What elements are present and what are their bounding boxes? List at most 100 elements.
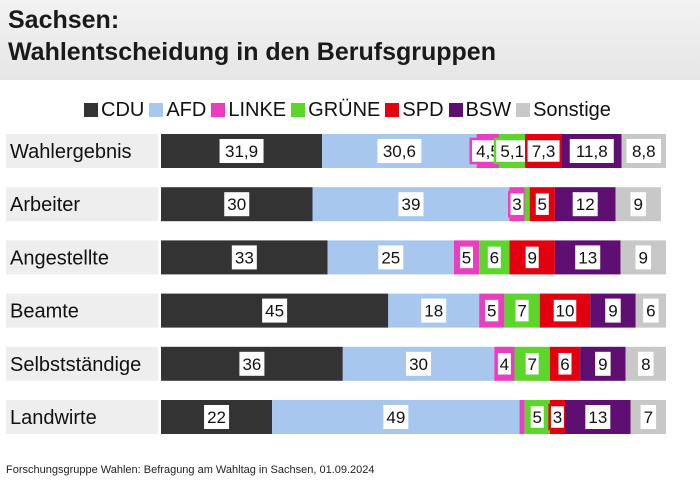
value-label: 12 <box>576 195 595 214</box>
value-label: 5,1 <box>500 142 524 161</box>
value-label-box <box>495 350 514 378</box>
row-label: Beamte <box>10 301 79 323</box>
row-label-bg <box>6 293 158 328</box>
value-label-box <box>513 297 532 324</box>
value-label-box <box>569 139 614 163</box>
legend-swatch <box>516 103 531 117</box>
value-label-box <box>630 192 646 217</box>
value-label-box <box>640 405 657 429</box>
value-label: 22 <box>207 408 226 427</box>
value-label: 3 <box>512 195 521 214</box>
value-label: 30,6 <box>383 142 416 161</box>
value-label: 9 <box>633 195 642 214</box>
row-label: Arbeiter <box>10 194 80 216</box>
row-label: Angestellte <box>10 247 109 269</box>
source-note: Forschungsgruppe Wahlen: Befragung am Wa… <box>6 464 375 476</box>
value-label-box <box>485 244 504 271</box>
row-label-bg <box>6 346 158 381</box>
value-label-box <box>383 405 409 429</box>
value-label: 3 <box>553 408 562 427</box>
value-label-box <box>556 350 574 378</box>
value-label-box <box>239 351 265 376</box>
value-label-box <box>643 298 659 323</box>
value-label: 7 <box>527 355 536 374</box>
legend-item-grüne: GRÜNE <box>291 99 380 122</box>
value-label-box <box>398 192 424 217</box>
row-label-bg <box>6 240 158 275</box>
value-label: 9 <box>608 302 617 321</box>
value-label: 9 <box>639 248 648 267</box>
legend-label: AFD <box>166 98 207 121</box>
legend-label: GRÜNE <box>308 98 381 121</box>
legend-item-linke: LINKE <box>211 99 286 122</box>
value-label: 8,8 <box>632 142 656 161</box>
value-label: 5 <box>538 195 547 214</box>
row-label-bg <box>6 187 158 222</box>
value-label: 31,9 <box>225 142 258 161</box>
value-label: 13 <box>578 248 597 267</box>
legend-swatch <box>448 103 463 117</box>
value-label: 6 <box>560 355 569 374</box>
value-label-box <box>525 137 563 165</box>
legend-item-afd: AFD <box>149 99 206 122</box>
value-label: 9 <box>598 355 607 374</box>
legend-label: BSW <box>465 98 512 121</box>
legend-swatch <box>149 103 164 117</box>
legend-item-bsw: BSW <box>448 98 512 122</box>
row-label-bg <box>6 400 158 434</box>
value-label-box <box>378 245 404 270</box>
value-label-box <box>635 245 652 270</box>
row-label: Landwirte <box>10 407 97 429</box>
row-label: Wahlergebnis <box>10 141 132 163</box>
bar-segment-linke <box>519 400 525 434</box>
legend-item-sonstige: Sonstige <box>516 99 611 122</box>
value-label-box <box>523 244 542 271</box>
value-label-box <box>224 192 250 217</box>
value-label: 5 <box>462 248 471 267</box>
value-label: 7,3 <box>532 142 556 161</box>
value-label-box <box>605 298 621 323</box>
value-label: 7 <box>644 408 653 427</box>
legend-label: LINKE <box>228 98 287 121</box>
legend-item-spd: SPD <box>385 98 444 122</box>
value-label-box <box>219 139 264 163</box>
legend-label: Sonstige <box>533 98 611 121</box>
legend-swatch <box>211 103 226 117</box>
value-label: 30 <box>227 195 246 214</box>
value-label-box <box>626 139 662 163</box>
title-line-2: Wahlentscheidung in den Berufsgruppen <box>8 38 496 66</box>
value-label-box <box>528 403 547 431</box>
value-label: 13 <box>588 408 607 427</box>
value-label: 36 <box>242 355 261 374</box>
legend-label: SPD <box>402 98 444 121</box>
value-label-box <box>457 244 476 271</box>
value-label: 9 <box>527 248 536 267</box>
value-label: 18 <box>424 302 443 321</box>
row-label-bg <box>6 134 158 168</box>
value-label-box <box>262 298 288 323</box>
value-label: 6 <box>490 248 499 267</box>
value-label-box <box>572 192 598 217</box>
value-label-box <box>575 245 601 270</box>
value-label-box <box>533 190 552 218</box>
value-label-box <box>493 137 531 165</box>
header-band: Sachsen: Wahlentscheidung in den Berufsg… <box>0 0 700 80</box>
value-label-box <box>482 297 501 324</box>
value-label-box <box>406 351 432 376</box>
value-label-box <box>585 405 611 429</box>
stacked-bar-chart: Wahlergebnis 31,9 30,6 4,5 5,1 7,3 11,8 8,8Arbe… <box>6 134 666 434</box>
value-label: 8 <box>641 355 650 374</box>
value-label-box <box>231 245 257 270</box>
legend-item-cdu: CDU <box>84 99 144 122</box>
value-label: 5 <box>487 302 496 321</box>
value-label: 33 <box>235 248 254 267</box>
value-label: 11,8 <box>576 142 608 161</box>
value-label-box <box>551 297 579 324</box>
value-label-box <box>523 350 542 378</box>
legend-swatch <box>84 103 98 117</box>
value-label: 30 <box>409 355 428 374</box>
legend-swatch <box>385 103 400 117</box>
chart-legend: CDU AFD LINKE GRÜNE SPD BSW Sonstige <box>84 99 616 121</box>
bar-segment-grüne <box>524 187 530 222</box>
value-label-box <box>377 139 422 163</box>
